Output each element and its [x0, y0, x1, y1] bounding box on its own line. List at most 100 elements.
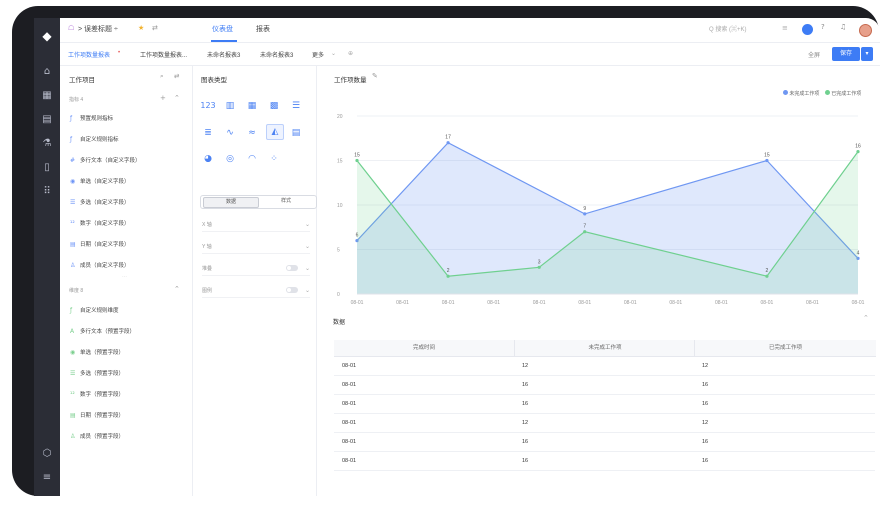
pie-chart-icon[interactable]: ◕ — [204, 154, 212, 164]
table-cell: 16 — [522, 439, 529, 445]
table-chart-icon[interactable]: ▤ — [291, 128, 301, 138]
edit-icon[interactable]: ✎ — [372, 72, 378, 80]
field-item[interactable]: ¹² 数字（预置字段） — [70, 391, 125, 398]
data-label: 3 — [538, 259, 541, 265]
field-item[interactable]: ◉ 单选（预置字段） — [70, 349, 125, 356]
field-item[interactable]: ▤ 日期（预置字段） — [70, 412, 125, 419]
table-header: 完成时间 — [334, 340, 514, 357]
save-button[interactable]: 保存 — [832, 47, 860, 61]
field-item[interactable]: ▤ 日期（自定义字段） — [70, 241, 130, 248]
field-item[interactable]: ƒ 预置规则指标 — [70, 115, 114, 122]
stack-setting[interactable]: 堆叠 ⌄ — [202, 265, 310, 276]
chevron-down-icon: ⌄ — [304, 222, 310, 228]
field-item[interactable]: A 多行文本（预置字段） — [70, 328, 136, 335]
field-item[interactable]: ☰ 多选（预置字段） — [70, 370, 125, 377]
report-tabs-bar: 工作项数量报表 • 工作项数量报表... 未命名报表3 未命名报表3 更多 ⌄ … — [60, 42, 880, 66]
chart-type-title: 图表类型 — [201, 77, 227, 84]
chevron-down-icon: ⌄ — [304, 266, 310, 272]
tab-dashboard[interactable]: 仪表盘 — [212, 26, 233, 33]
more-tabs[interactable]: 更多 — [312, 53, 325, 59]
area-chart-icon[interactable]: ◭ — [266, 124, 284, 140]
book-icon[interactable]: ▯ — [44, 162, 50, 173]
legend-marker — [824, 90, 830, 95]
collapse-icon[interactable]: ⌃ — [174, 94, 180, 102]
x-axis-setting[interactable]: X 轴 ⌄ — [202, 221, 310, 232]
search-icon[interactable]: ⌕ — [160, 72, 164, 80]
report-canvas: 工作项数量 ✎ 未完成工作项 已完成工作项 0 5 10 15 20 08-01 08-01… — [317, 66, 880, 496]
legend-toggle[interactable] — [286, 287, 298, 293]
y-axis-setting[interactable]: Y 轴 ⌄ — [202, 243, 310, 254]
bar-chart-icon[interactable]: ▥ — [225, 101, 235, 111]
metrics-group-label: 指标 4 — [69, 97, 84, 103]
chevron-down-icon: ⌄ — [331, 50, 337, 57]
scatter-chart-icon[interactable]: ⁘ — [270, 154, 278, 164]
save-dropdown-icon[interactable]: ▾ — [861, 47, 873, 61]
home-icon[interactable]: ⌂ — [43, 66, 51, 77]
help-icon[interactable]: ? — [821, 23, 825, 31]
field-item[interactable]: ¹² 数字（自定义字段） — [70, 220, 130, 227]
fullscreen-button[interactable]: 全屏 — [808, 53, 821, 59]
calendar-icon: ▤ — [70, 241, 76, 248]
data-tab[interactable]: 数据 — [203, 197, 259, 208]
bell-icon[interactable]: ♫ — [840, 23, 847, 31]
stacked-column-icon[interactable]: ▩ — [269, 101, 279, 111]
collapse-icon[interactable]: ⌃ — [174, 285, 180, 293]
formula-icon: ƒ — [70, 307, 73, 314]
divider-handle[interactable]: ⋯ — [122, 274, 127, 280]
list-icon: ☰ — [70, 370, 76, 377]
fields-panel-title: 工作项目 — [69, 77, 95, 84]
collapse-icon[interactable]: ⌃ — [863, 314, 869, 322]
field-item[interactable]: ƒ 自定义规则指标 — [70, 136, 119, 143]
radio-icon: ◉ — [70, 178, 76, 185]
column-chart-icon[interactable]: ▦ — [247, 101, 257, 111]
style-tab[interactable]: 样式 — [280, 198, 291, 204]
cube-icon[interactable]: ⬡ — [42, 448, 52, 459]
folder-icon[interactable]: ▤ — [42, 114, 52, 125]
legend-item: 未完成工作项 — [789, 91, 820, 97]
multi-line-icon[interactable]: ≈ — [248, 128, 256, 138]
donut-chart-icon[interactable]: ◎ — [226, 154, 234, 164]
row-divider — [334, 394, 875, 395]
chart-legend: 未完成工作项 已完成工作项 — [783, 90, 861, 97]
row-divider — [334, 413, 875, 414]
filter-icon[interactable]: ≡ — [782, 24, 788, 32]
report-tab-4[interactable]: 未命名报表3 — [260, 53, 294, 59]
field-item[interactable]: ☰ 多选（自定义字段） — [70, 199, 130, 206]
line-chart-icon[interactable]: ∿ — [226, 128, 234, 138]
menu-icon[interactable]: ≡ — [42, 472, 52, 483]
field-item[interactable]: ♙ 成员（自定义字段） — [70, 262, 130, 269]
app-window: ◆ ⌂ ▦ ▤ ⚗ ▯ ⠿ ⬡ ≡ ☖ > 误差标题 ÷ ★ ⇄ 仪表盘 报表 … — [34, 18, 880, 496]
search-input[interactable]: Q 搜索 (⌘+K) — [709, 27, 747, 33]
number-chart-icon[interactable]: 123 — [200, 101, 216, 110]
tab-report[interactable]: 报表 — [256, 26, 270, 33]
data-point — [856, 256, 860, 260]
breadcrumb[interactable]: > 误差标题 ÷ — [78, 26, 118, 33]
add-tab-icon[interactable]: ⊕ — [348, 50, 354, 57]
report-tab-3[interactable]: 未命名报表3 — [207, 53, 241, 59]
notification-icon[interactable] — [802, 24, 813, 35]
horizontal-bar-icon[interactable]: ☰ — [291, 101, 301, 111]
grid-icon[interactable]: ▦ — [42, 90, 52, 101]
stack-toggle[interactable] — [286, 265, 298, 271]
apps-icon[interactable]: ⠿ — [43, 186, 51, 197]
stacked-bar-icon[interactable]: ≣ — [204, 128, 212, 138]
gauge-chart-icon[interactable]: ◠ — [248, 154, 256, 164]
flask-icon[interactable]: ⚗ — [42, 138, 52, 149]
field-item[interactable]: # 多行文本（自定义字段） — [70, 157, 141, 164]
report-tab-1[interactable]: 工作项数量报表 — [68, 53, 111, 59]
avatar[interactable] — [859, 24, 872, 37]
table-cell: 12 — [702, 363, 709, 369]
report-tab-2[interactable]: 工作项数量报表... — [140, 53, 188, 59]
legend-setting[interactable]: 图例 ⌄ — [202, 287, 310, 298]
switch-icon[interactable]: ⇄ — [174, 72, 180, 80]
switch-icon[interactable]: ⇄ — [152, 24, 158, 32]
field-item[interactable]: ƒ 自定义规则维度 — [70, 307, 119, 314]
field-item[interactable]: ◉ 单选（自定义字段） — [70, 178, 130, 185]
data-point — [355, 158, 359, 163]
data-table: 完成时间 未完成工作项 已完成工作项 08-01 12 12 08-01 16 16 08-… — [334, 340, 876, 490]
table-cell: 12 — [522, 363, 529, 369]
add-icon[interactable]: + — [160, 94, 166, 102]
star-icon[interactable]: ★ — [138, 24, 145, 32]
data-section-title: 数据 — [333, 320, 346, 326]
field-item[interactable]: ♙ 成员（预置字段） — [70, 433, 125, 440]
